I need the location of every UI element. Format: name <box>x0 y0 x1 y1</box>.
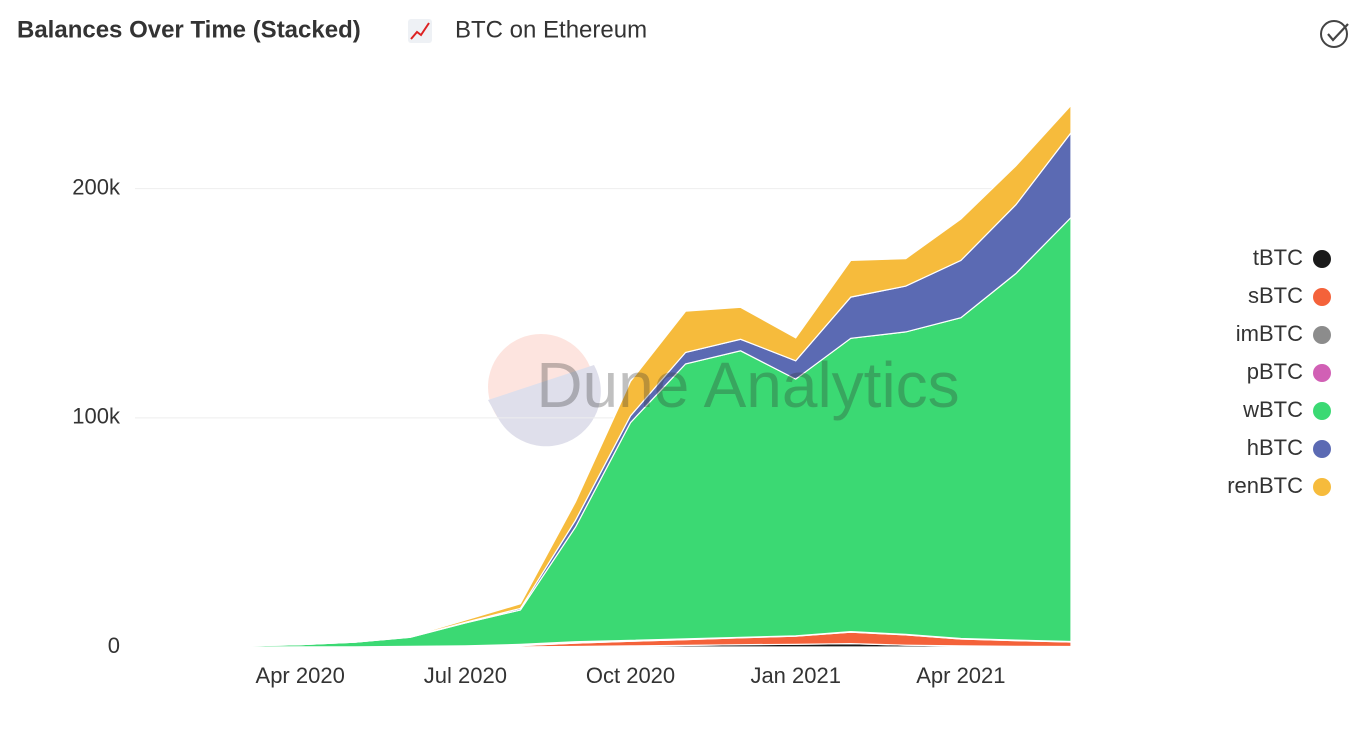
chart-title: Balances Over Time (Stacked) <box>17 16 361 43</box>
y-tick-label: 200k <box>72 174 121 199</box>
legend-label: sBTC <box>1248 283 1303 308</box>
x-tick-label: Apr 2021 <box>916 663 1005 688</box>
legend-label: pBTC <box>1247 359 1303 384</box>
legend-dot <box>1313 478 1331 496</box>
legend-dot <box>1313 326 1331 344</box>
legend-label: hBTC <box>1247 435 1303 460</box>
legend-dot <box>1313 250 1331 268</box>
x-tick-label: Jan 2021 <box>750 663 841 688</box>
check-button[interactable] <box>1320 20 1349 48</box>
legend-label: renBTC <box>1227 473 1303 498</box>
legend-dot <box>1313 440 1331 458</box>
legend-dot <box>1313 288 1331 306</box>
legend-dot <box>1313 402 1331 420</box>
y-tick-label: 100k <box>72 404 121 429</box>
legend-label: imBTC <box>1236 321 1303 346</box>
legend-dot <box>1313 364 1331 382</box>
legend-label: wBTC <box>1242 397 1303 422</box>
legend-label: tBTC <box>1253 245 1303 270</box>
watermark <box>488 334 601 447</box>
watermark-text: Dune Analytics <box>536 349 959 421</box>
watermark-logo-part <box>488 365 601 447</box>
x-tick-label: Oct 2020 <box>586 663 675 688</box>
y-tick-label: 0 <box>108 633 120 658</box>
chart-icon <box>408 19 432 43</box>
x-tick-label: Jul 2020 <box>424 663 507 688</box>
chart-subtitle: BTC on Ethereum <box>455 16 647 43</box>
x-tick-label: Apr 2020 <box>256 663 345 688</box>
watermark-logo <box>488 334 594 440</box>
area-renbtc <box>134 103 1072 648</box>
